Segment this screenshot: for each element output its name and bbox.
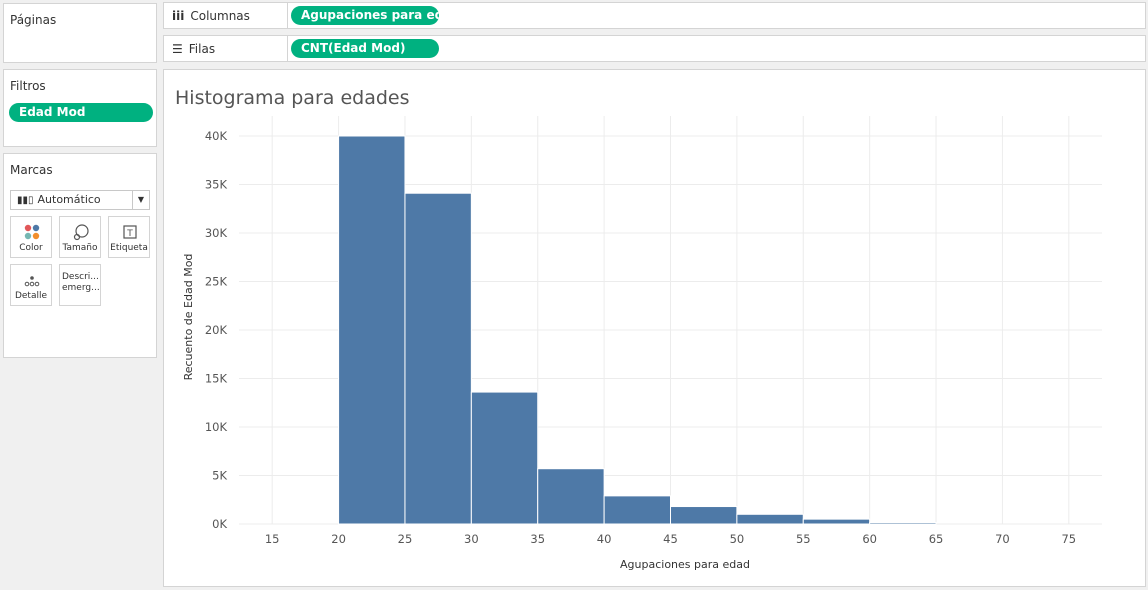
y-tick-label: 15K [205, 372, 228, 386]
y-axis-label: Recuento de Edad Mod [182, 254, 195, 381]
y-tick-label: 20K [205, 323, 228, 337]
rows-shelf: ☰ Filas CNT(Edad Mod) [163, 35, 1146, 62]
mark-type-value: Automático [37, 193, 101, 206]
filters-card: Filtros Edad Mod [3, 69, 157, 147]
columns-label-text: Columnas [190, 8, 250, 23]
rows-shelf-label: ☰ Filas [164, 36, 288, 61]
rows-pill[interactable]: CNT(Edad Mod) [291, 39, 439, 58]
histogram-bar[interactable] [603, 495, 671, 525]
tooltip-button[interactable]: Descri... emerg... [59, 264, 101, 306]
y-tick-label: 40K [205, 129, 228, 143]
size-icon [73, 224, 89, 241]
y-tick-label: 0K [212, 517, 227, 531]
columns-shelf-label: iii Columnas [164, 3, 288, 28]
label-label: Etiqueta [110, 243, 148, 253]
label-button[interactable]: T Etiqueta [108, 216, 150, 258]
histogram-bar[interactable] [470, 391, 539, 525]
detail-label: Detalle [14, 291, 48, 301]
x-tick-label: 35 [530, 532, 545, 546]
label-icon: T [123, 225, 137, 239]
x-tick-label: 55 [796, 532, 811, 546]
x-tick-label: 40 [597, 532, 612, 546]
rows-label-text: Filas [188, 41, 216, 56]
bar-chart-icon: ▮▮▯ [17, 195, 34, 206]
x-axis-label: Agupaciones para edad [620, 558, 750, 571]
x-tick-label: 15 [265, 532, 280, 546]
y-tick-label: 25K [205, 275, 228, 289]
x-tick-label: 70 [995, 532, 1010, 546]
detail-button[interactable]: Detalle [10, 264, 52, 306]
x-tick-label: 75 [1061, 532, 1076, 546]
columns-icon: iii [172, 8, 185, 23]
x-tick-label: 20 [331, 532, 346, 546]
size-label: Tamaño [62, 243, 98, 253]
histogram-chart[interactable]: Histograma para edades 0K 5K 10K 15K 20K 25K 3… [164, 70, 1145, 586]
x-axis-ticks: 15 20 25 30 35 40 45 50 55 60 65 70 75 [265, 532, 1076, 546]
mark-type-dropdown[interactable]: ▮▮▯ Automático ▼ [10, 190, 150, 210]
x-tick-label: 25 [398, 532, 413, 546]
y-tick-label: 5K [212, 469, 227, 483]
filter-pill-edad-mod[interactable]: Edad Mod [9, 103, 153, 122]
color-icon [24, 224, 40, 240]
chart-view: Histograma para edades 0K 5K 10K 15K 20K 25K 3… [163, 69, 1146, 587]
x-tick-label: 65 [929, 532, 944, 546]
detail-icon [24, 276, 40, 287]
x-tick-label: 30 [464, 532, 479, 546]
histogram-bar[interactable] [736, 513, 804, 525]
pages-title: Páginas [10, 13, 57, 27]
x-tick-label: 50 [730, 532, 745, 546]
chevron-down-icon: ▼ [132, 191, 149, 209]
color-button[interactable]: Color [10, 216, 52, 258]
svg-text:T: T [126, 229, 133, 239]
pages-card: Páginas [3, 3, 157, 63]
tooltip-label: Descri... emerg... [62, 272, 100, 293]
x-tick-label: 60 [862, 532, 877, 546]
chart-bars [338, 135, 937, 525]
marks-title: Marcas [10, 163, 53, 177]
y-tick-label: 35K [205, 178, 228, 192]
marks-card: Marcas ▮▮▯ Automático ▼ Color Tamaño T Et… [3, 153, 157, 358]
histogram-bar[interactable] [802, 518, 871, 525]
filters-title: Filtros [10, 79, 46, 93]
x-tick-label: 45 [663, 532, 678, 546]
histogram-bar[interactable] [670, 506, 738, 525]
y-tick-label: 10K [205, 420, 228, 434]
y-axis-ticks: 0K 5K 10K 15K 20K 25K 30K 35K 40K [205, 129, 228, 531]
histogram-bar[interactable] [338, 135, 406, 525]
size-button[interactable]: Tamaño [59, 216, 101, 258]
rows-icon: ☰ [172, 41, 183, 56]
y-tick-label: 30K [205, 226, 228, 240]
histogram-bar[interactable] [537, 468, 605, 525]
columns-pill[interactable]: Agupaciones para ed.. [291, 6, 439, 25]
columns-shelf: iii Columnas Agupaciones para ed.. [163, 2, 1146, 29]
histogram-bar[interactable] [404, 192, 472, 525]
color-label: Color [19, 243, 43, 253]
histogram-bar[interactable] [869, 522, 937, 525]
chart-title: Histograma para edades [175, 87, 410, 109]
